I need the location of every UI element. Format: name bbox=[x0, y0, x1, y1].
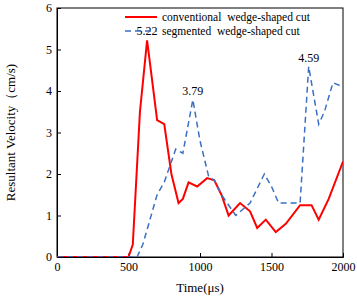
y-tick-label: 1 bbox=[46, 209, 52, 223]
x-tick: 1500 bbox=[260, 253, 284, 274]
x-tick-mark bbox=[200, 253, 201, 257]
x-tick-label: 2000 bbox=[332, 260, 356, 274]
legend-label: conventional wedge-shaped cut bbox=[162, 11, 311, 24]
y-tick: 5 bbox=[46, 43, 61, 57]
y-tick-mark bbox=[57, 174, 61, 175]
y-tick-mark bbox=[57, 257, 61, 258]
series-line bbox=[57, 67, 343, 257]
y-tick: 1 bbox=[46, 209, 61, 223]
y-tick-label: 2 bbox=[46, 167, 52, 181]
chart: 050010001500200001234565.223.794.59conve… bbox=[0, 0, 357, 300]
legend-label: segmented wedge-shaped cut bbox=[162, 25, 300, 38]
y-tick-mark bbox=[57, 133, 61, 134]
x-tick-label: 500 bbox=[120, 260, 138, 274]
x-axis-title: Time(μs) bbox=[176, 280, 224, 295]
y-tick-mark bbox=[57, 50, 61, 51]
annotation: 4.59 bbox=[298, 51, 319, 65]
y-tick-label: 5 bbox=[46, 43, 52, 57]
y-axis: 0 1 2 3 4 5 6 bbox=[46, 1, 61, 264]
y-tick-label: 4 bbox=[46, 84, 52, 98]
x-tick-label: 0 bbox=[55, 260, 61, 274]
plot: 050010001500200001234565.223.794.59conve… bbox=[46, 1, 356, 273]
y-axis-title: Resultant Velocity（cm/s) bbox=[3, 64, 18, 201]
y-tick-label: 3 bbox=[46, 126, 52, 140]
y-tick-mark bbox=[57, 216, 61, 217]
y-tick: 2 bbox=[46, 167, 61, 181]
y-tick: 0 bbox=[46, 250, 61, 264]
x-tick: 2000 bbox=[332, 253, 356, 274]
x-tick-mark bbox=[343, 253, 344, 257]
y-tick-mark bbox=[57, 91, 61, 92]
y-axis-line bbox=[58, 9, 62, 258]
legend-swatch bbox=[125, 16, 157, 18]
y-tick-mark bbox=[57, 8, 61, 9]
legend: conventional wedge-shaped cutsegmented w… bbox=[125, 11, 311, 38]
y-tick-label: 0 bbox=[46, 250, 52, 264]
x-tick-label: 1500 bbox=[260, 260, 284, 274]
y-tick: 6 bbox=[46, 1, 61, 15]
annotation: 3.79 bbox=[182, 84, 203, 98]
y-tick: 4 bbox=[46, 84, 61, 98]
x-tick: 1000 bbox=[189, 253, 213, 274]
y-tick-label: 6 bbox=[46, 1, 52, 15]
legend-swatch bbox=[125, 30, 157, 32]
x-tick-label: 1000 bbox=[189, 260, 213, 274]
series-line bbox=[57, 40, 343, 257]
x-tick-mark bbox=[272, 253, 273, 257]
y-tick: 3 bbox=[46, 126, 61, 140]
plot-frame bbox=[57, 8, 343, 257]
series-group bbox=[57, 40, 343, 257]
